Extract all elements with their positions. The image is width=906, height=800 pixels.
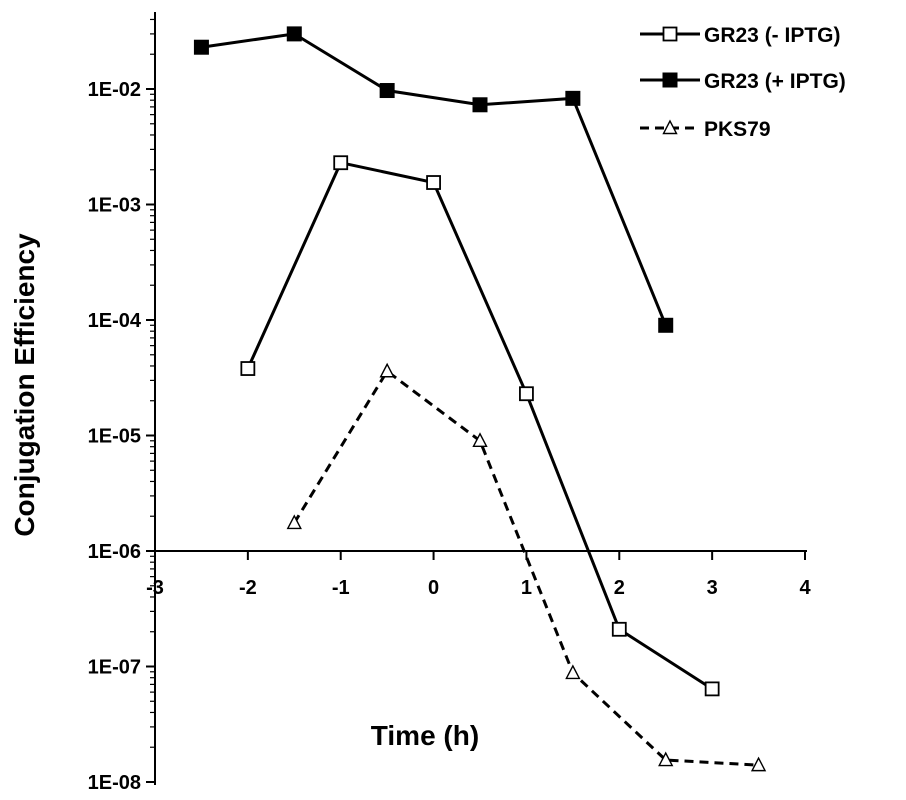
x-tick-label: 2: [614, 577, 625, 599]
legend-label: PKS79: [704, 118, 771, 141]
x-tick-label: -1: [332, 577, 350, 599]
data-point: [426, 175, 441, 190]
data-point: [286, 514, 302, 530]
y-tick-label: 1E-07: [88, 657, 141, 679]
legend-entry: GR23 (+ IPTG): [640, 70, 846, 93]
series-layer: [193, 26, 767, 772]
x-ticks: -3 -2 -1 0 1 2 3 4: [146, 551, 811, 599]
y-ticks: 1E-08 1E-07 1E-06 1E-05 1E-04 1E-03 1E-02: [88, 18, 155, 794]
y-tick-label: 1E-04: [88, 310, 142, 332]
legend-marker: [662, 72, 678, 88]
x-tick-label: -3: [146, 577, 164, 599]
data-point: [379, 83, 395, 99]
series-0: [240, 155, 720, 697]
data-point: [379, 362, 395, 378]
series-line: [246, 161, 713, 691]
legend-entry: GR23 (- IPTG): [640, 24, 841, 47]
series-1: [193, 26, 674, 333]
x-tick-label: 4: [799, 577, 811, 599]
y-axis-title: Conjugation Efficiency: [9, 233, 40, 537]
x-tick-label: 0: [428, 577, 439, 599]
y-tick-label: 1E-08: [88, 772, 141, 794]
data-point: [658, 751, 674, 767]
data-point: [240, 361, 256, 376]
data-point: [193, 39, 209, 55]
legend-marker: [662, 26, 678, 42]
data-point: [611, 621, 627, 637]
x-tick-label: 1: [521, 577, 532, 599]
data-point: [658, 317, 674, 333]
data-point: [704, 681, 720, 697]
legend-label: GR23 (+ IPTG): [704, 70, 846, 93]
y-tick-label: 1E-02: [88, 79, 141, 101]
series-line: [293, 369, 759, 767]
data-point: [286, 26, 302, 42]
data-point: [565, 90, 581, 106]
y-tick-label: 1E-05: [88, 426, 141, 448]
axes: [154, 12, 807, 785]
series-line: [201, 32, 668, 326]
y-tick-label: 1E-03: [88, 195, 141, 217]
x-axis-title: Time (h): [371, 720, 479, 751]
y-tick-label: 1E-06: [88, 541, 141, 563]
legend: GR23 (- IPTG) GR23 (+ IPTG) PKS79: [640, 24, 846, 141]
data-point: [519, 386, 534, 402]
legend-entry: PKS79: [640, 118, 771, 141]
series-2: [286, 362, 767, 772]
data-point: [472, 97, 488, 113]
x-tick-label: -2: [239, 577, 257, 599]
legend-marker: [662, 119, 678, 135]
data-point: [565, 664, 581, 680]
data-point: [750, 756, 767, 772]
data-point: [333, 155, 349, 171]
data-point: [472, 432, 488, 447]
legend-label: GR23 (- IPTG): [704, 24, 841, 47]
x-tick-label: 3: [707, 577, 718, 599]
